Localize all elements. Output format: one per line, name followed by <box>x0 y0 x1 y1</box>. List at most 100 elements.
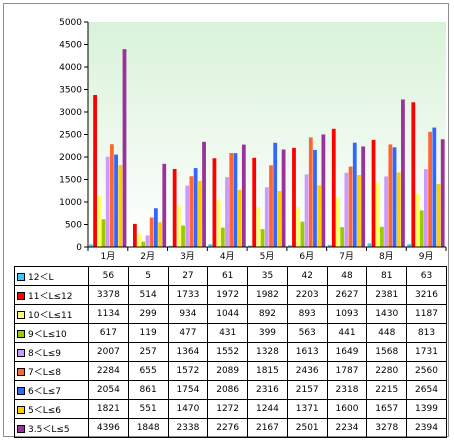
data-table: 12＜L 56 5 27 61 35 42 48 81 63 11＜L≤12 3378 514 1733 1… <box>14 266 447 438</box>
table-cell: 2157 <box>286 380 328 400</box>
x-tick-label: 2月 <box>140 251 155 262</box>
bar <box>384 176 389 247</box>
legend-label: 3.5＜L≤5 <box>28 424 70 435</box>
x-tick-label: 9月 <box>419 251 434 262</box>
table-cell: 1731 <box>406 342 447 362</box>
table-cell: 42 <box>286 266 328 286</box>
bar <box>375 182 380 247</box>
table-cell: 1371 <box>286 399 328 419</box>
legend-entry: 5＜L≤6 <box>14 399 89 419</box>
table-cell: 1787 <box>326 361 368 381</box>
bar <box>308 137 313 247</box>
bar <box>216 200 221 247</box>
legend-entry: 11＜L≤12 <box>14 285 89 305</box>
table-cell: 2276 <box>207 418 249 438</box>
table-cell: 1815 <box>247 361 288 381</box>
table-cell: 2086 <box>207 380 249 400</box>
bar <box>331 128 336 247</box>
bar <box>344 172 349 247</box>
bar <box>424 169 428 247</box>
bar <box>407 244 412 247</box>
table-cell: 934 <box>167 304 209 324</box>
y-tick-label: 0 <box>76 243 82 253</box>
bar <box>132 223 137 247</box>
bar <box>202 141 206 247</box>
table-cell: 2394 <box>406 418 447 438</box>
y-tick-label: 4000 <box>59 63 82 73</box>
table-cell: 2054 <box>88 380 129 400</box>
table-row: 6＜L≤7 2054 861 1754 2086 2316 2157 2318 2215 2654 <box>14 380 447 400</box>
bar <box>158 222 162 247</box>
bar <box>269 165 273 247</box>
bar <box>225 177 229 247</box>
table-cell: 2234 <box>326 418 368 438</box>
table-cell: 448 <box>366 323 408 343</box>
table-cell: 1982 <box>247 285 288 305</box>
bar <box>168 245 173 247</box>
table-cell: 1568 <box>366 342 408 362</box>
table-cell: 617 <box>88 323 129 343</box>
table-cell: 1187 <box>406 304 447 324</box>
bar <box>440 139 445 247</box>
legend-entry: 7＜L≤8 <box>14 361 89 381</box>
bar <box>371 139 376 247</box>
legend-swatch <box>17 311 25 319</box>
bar <box>97 195 102 247</box>
table-cell: 1649 <box>326 342 368 362</box>
bar <box>176 204 181 247</box>
bar <box>340 227 345 247</box>
table-cell: 48 <box>326 266 368 286</box>
table-row: 5＜L≤6 1821 551 1470 1272 1244 1371 1600 1657 1399 <box>14 399 447 419</box>
bar <box>197 180 202 247</box>
legend-swatch <box>17 406 25 414</box>
table-cell: 3378 <box>88 285 129 305</box>
bar <box>411 102 416 247</box>
table-cell: 2284 <box>88 361 129 381</box>
legend-entry: 6＜L≤7 <box>14 380 89 400</box>
table-cell: 1613 <box>286 342 328 362</box>
legend-entry: 10＜L≤11 <box>14 304 89 324</box>
bar <box>304 174 309 247</box>
table-cell: 2280 <box>366 361 408 381</box>
legend-swatch <box>17 330 25 338</box>
legend-swatch <box>17 349 25 357</box>
bar <box>122 49 127 248</box>
bar <box>392 147 397 247</box>
y-tick-label: 5000 <box>59 18 82 28</box>
y-tick-label: 3500 <box>59 86 82 96</box>
bar <box>101 219 106 247</box>
table-cell: 1733 <box>167 285 209 305</box>
table-cell: 2381 <box>366 285 408 305</box>
bar <box>105 156 110 247</box>
bar <box>229 153 234 247</box>
bar <box>336 197 340 247</box>
y-tick-label: 4500 <box>59 41 82 51</box>
bar <box>220 227 225 247</box>
bar <box>137 233 141 247</box>
table-cell: 1430 <box>366 304 408 324</box>
bar <box>281 149 286 247</box>
bar <box>88 244 93 247</box>
bar <box>287 245 292 247</box>
table-cell: 1134 <box>88 304 129 324</box>
table-cell: 1244 <box>247 399 288 419</box>
bar <box>273 142 278 247</box>
table-cell: 563 <box>286 323 328 343</box>
bar <box>388 144 393 247</box>
x-tick-label: 5月 <box>260 251 275 262</box>
table-row: 9＜L≤10 617 119 477 431 399 563 441 448 813 <box>14 323 447 343</box>
bar <box>300 221 305 247</box>
bar <box>361 146 366 247</box>
bar <box>162 163 167 247</box>
table-cell: 61 <box>207 266 249 286</box>
legend-swatch <box>17 387 25 395</box>
bar <box>396 172 401 247</box>
table-cell: 2007 <box>88 342 129 362</box>
legend-label: 9＜L≤10 <box>28 329 67 340</box>
table-cell: 1572 <box>167 361 209 381</box>
table-row: 11＜L≤12 3378 514 1733 1972 1982 2203 2627 2381 32… <box>14 285 447 305</box>
bar <box>327 244 332 247</box>
table-cell: 399 <box>247 323 288 343</box>
table-cell: 1821 <box>88 399 129 419</box>
table-cell: 35 <box>247 266 288 286</box>
